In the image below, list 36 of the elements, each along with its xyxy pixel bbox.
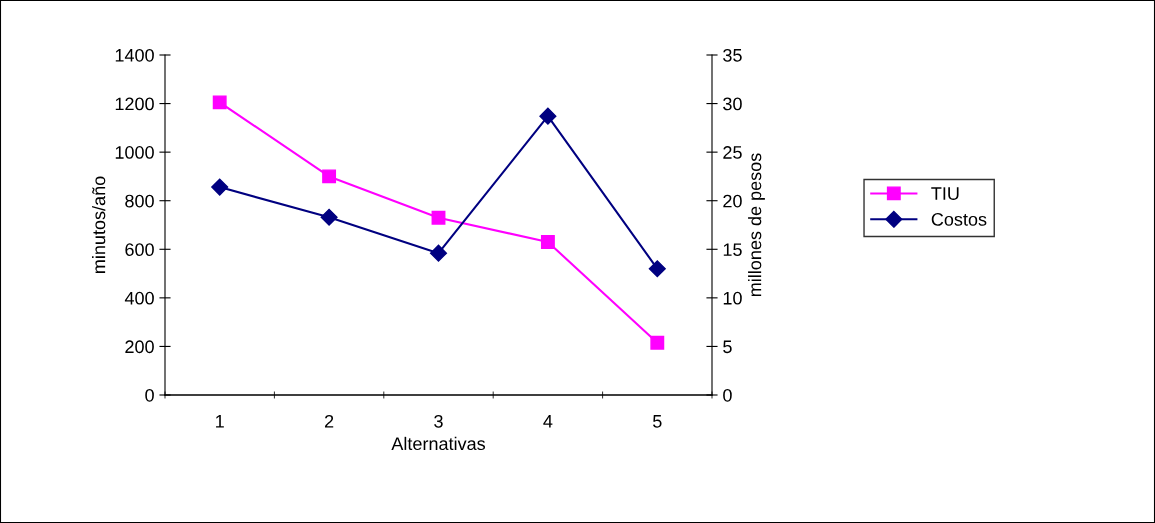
point bbox=[429, 244, 448, 262]
y-tick-label: 1000 bbox=[115, 146, 154, 159]
point bbox=[650, 335, 665, 350]
y2-axis-title: millones de pesos bbox=[748, 153, 765, 297]
x-tick-label: 2 bbox=[324, 414, 334, 428]
y2-tick-label: 0 bbox=[723, 388, 732, 402]
point bbox=[211, 178, 229, 196]
x-tick-label: 4 bbox=[543, 415, 553, 428]
y-tick-label: 200 bbox=[125, 340, 154, 354]
point bbox=[320, 208, 338, 226]
y-tick-label: 1200 bbox=[115, 97, 154, 111]
y-tick-label: 600 bbox=[125, 243, 154, 257]
y2-tick-label: 15 bbox=[723, 243, 742, 257]
point bbox=[431, 210, 446, 225]
y2-tick-label: 20 bbox=[723, 194, 742, 208]
y-tick-label: 0 bbox=[145, 388, 154, 402]
legend-label: TIU bbox=[931, 187, 959, 200]
x-tick-label: 1 bbox=[216, 415, 224, 428]
point bbox=[648, 260, 666, 278]
y2-tick-label: 30 bbox=[723, 97, 742, 111]
legend-label: Costos bbox=[931, 212, 987, 226]
y2-tick-label: 5 bbox=[723, 340, 732, 354]
point bbox=[212, 95, 227, 110]
point bbox=[322, 169, 337, 184]
y-tick-label: 1400 bbox=[115, 48, 154, 62]
y-tick-label: 800 bbox=[125, 194, 154, 208]
y2-tick-label: 10 bbox=[723, 291, 742, 305]
y2-tick-label: 35 bbox=[723, 48, 742, 62]
x-tick-label: 3 bbox=[434, 414, 443, 428]
point bbox=[540, 235, 555, 249]
x-tick-label: 5 bbox=[653, 415, 662, 428]
x-axis-title: Alternativas bbox=[391, 436, 486, 451]
y2-tick-label: 25 bbox=[723, 146, 742, 159]
y-tick-label: 400 bbox=[124, 291, 154, 305]
point bbox=[539, 107, 557, 125]
y-axis-title: minutos/año bbox=[92, 176, 106, 273]
